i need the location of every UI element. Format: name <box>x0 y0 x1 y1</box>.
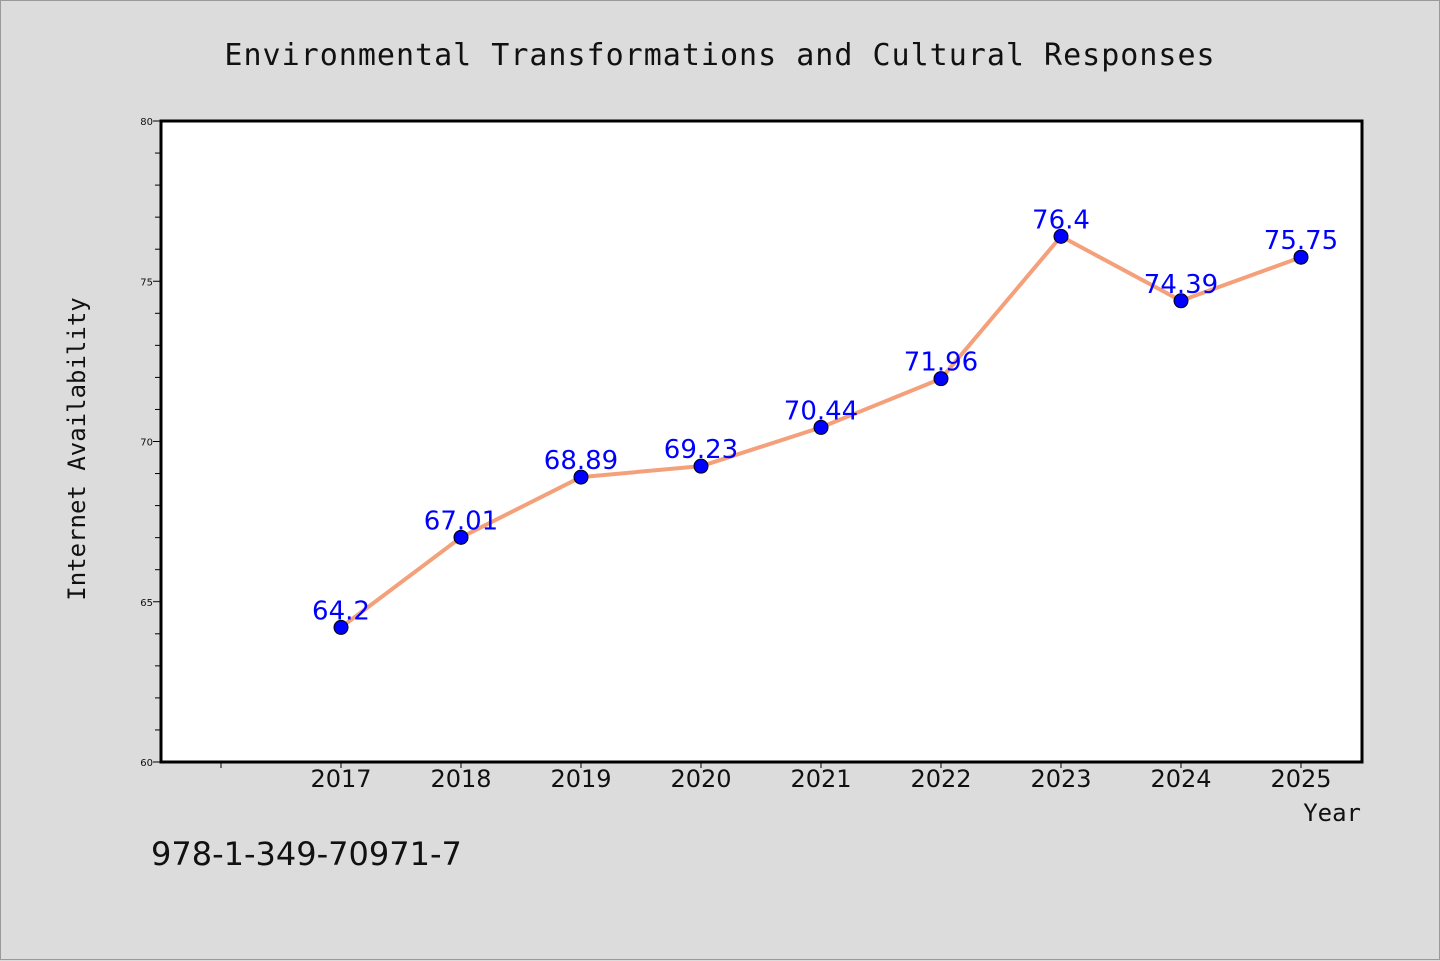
data-label: 67.01 <box>424 506 498 536</box>
data-label: 69.23 <box>664 435 738 465</box>
x-tick-label: 2018 <box>430 765 491 793</box>
data-point <box>813 419 829 435</box>
x-tick-label: 2020 <box>670 765 731 793</box>
data-point <box>693 458 709 474</box>
x-tick-label: 2022 <box>910 765 971 793</box>
data-point <box>453 529 469 545</box>
data-label: 75.75 <box>1264 226 1338 256</box>
y-axis: 60 65 70 75 80 <box>140 117 161 769</box>
x-axis: 2017 2018 2019 2020 2021 2022 2023 2024 2025 <box>220 762 1332 793</box>
data-point <box>933 371 949 387</box>
x-tick-label: 2025 <box>1270 765 1331 793</box>
data-point <box>1293 249 1309 265</box>
data-label: 74.39 <box>1144 270 1218 300</box>
x-tick-label: 2023 <box>1030 765 1091 793</box>
data-point <box>573 469 589 485</box>
y-axis-label: Internet Availability <box>63 297 91 600</box>
x-tick-label: 2021 <box>790 765 851 793</box>
y-tick-label: 80 <box>140 117 153 128</box>
isbn-text: 978-1-349-70971-7 <box>151 835 462 873</box>
x-axis-label: Year <box>1303 799 1361 827</box>
y-tick-label: 65 <box>140 598 153 609</box>
data-point <box>1053 228 1069 244</box>
y-tick-label: 70 <box>140 438 153 449</box>
data-label: 71.96 <box>904 348 978 378</box>
data-label: 64.2 <box>312 596 370 626</box>
data-label: 76.4 <box>1032 205 1090 235</box>
data-label: 68.89 <box>544 446 618 476</box>
data-point <box>1173 293 1189 309</box>
series-group: 64.2 67.01 68.89 69.23 70.44 71.96 76.4 74.39 75… <box>312 205 1338 635</box>
x-tick-label: 2024 <box>1150 765 1211 793</box>
data-point <box>333 619 349 635</box>
x-tick-label: 2017 <box>310 765 371 793</box>
y-tick-label: 60 <box>140 758 153 769</box>
x-tick-label: 2019 <box>550 765 611 793</box>
y-tick-label: 75 <box>140 277 153 288</box>
chart-title: Environmental Transformations and Cultur… <box>224 38 1215 73</box>
data-label: 70.44 <box>784 396 858 426</box>
plot-area <box>159 119 1364 764</box>
